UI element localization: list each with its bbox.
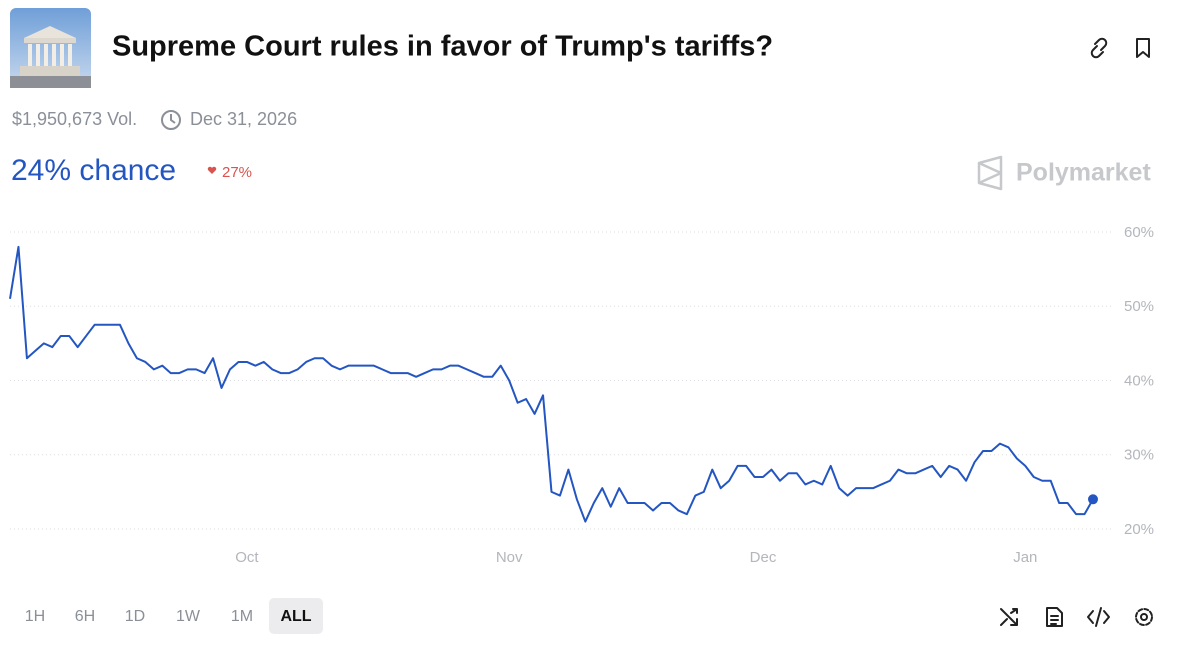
chart: 20% 30% 40% 50% 60% Oct Nov Dec Jan: [9, 224, 1154, 566]
time-button[interactable]: 1W: [176, 608, 201, 625]
chance: 24% chance: [11, 154, 176, 187]
y-tick-label: 60%: [1124, 224, 1154, 241]
link-button[interactable]: [1090, 37, 1108, 59]
y-tick-label: 30%: [1124, 447, 1154, 464]
y-tick-label: 50%: [1124, 298, 1154, 315]
shuffle-button[interactable]: [1000, 608, 1018, 626]
settings-button[interactable]: [1135, 608, 1153, 626]
y-tick-label: 40%: [1124, 372, 1154, 389]
document-button[interactable]: [1046, 607, 1063, 627]
change-arrow: [207, 166, 217, 174]
time-button[interactable]: 1M: [231, 608, 253, 625]
change: 27%: [222, 164, 252, 181]
x-tick-label: Oct: [235, 549, 259, 566]
bookmark-button[interactable]: [1136, 38, 1150, 58]
time-buttons: 1H 6H 1D 1W 1M ALL: [25, 608, 312, 625]
price-line: [9, 245, 1094, 523]
brand-logo: [977, 155, 1003, 191]
time-button[interactable]: 1D: [125, 608, 145, 625]
brand: Polymarket: [1016, 159, 1151, 187]
title: Supreme Court rules in favor of Trump's …: [112, 31, 773, 63]
current-point: [1088, 494, 1098, 505]
time-button[interactable]: 6H: [75, 608, 95, 625]
end-date: Dec 31, 2026: [190, 109, 297, 129]
x-tick-label: Jan: [1013, 549, 1037, 566]
x-tick-label: Nov: [496, 549, 523, 566]
embed-button[interactable]: [1087, 607, 1110, 627]
time-button[interactable]: 1H: [25, 608, 45, 625]
time-button[interactable]: ALL: [280, 608, 311, 625]
market-image: [10, 8, 91, 88]
active-button-bg: [269, 598, 323, 634]
clock-icon: [161, 110, 181, 130]
volume: $1,950,673 Vol.: [12, 109, 137, 129]
y-tick-label: 20%: [1124, 521, 1154, 538]
x-tick-label: Dec: [750, 549, 777, 566]
